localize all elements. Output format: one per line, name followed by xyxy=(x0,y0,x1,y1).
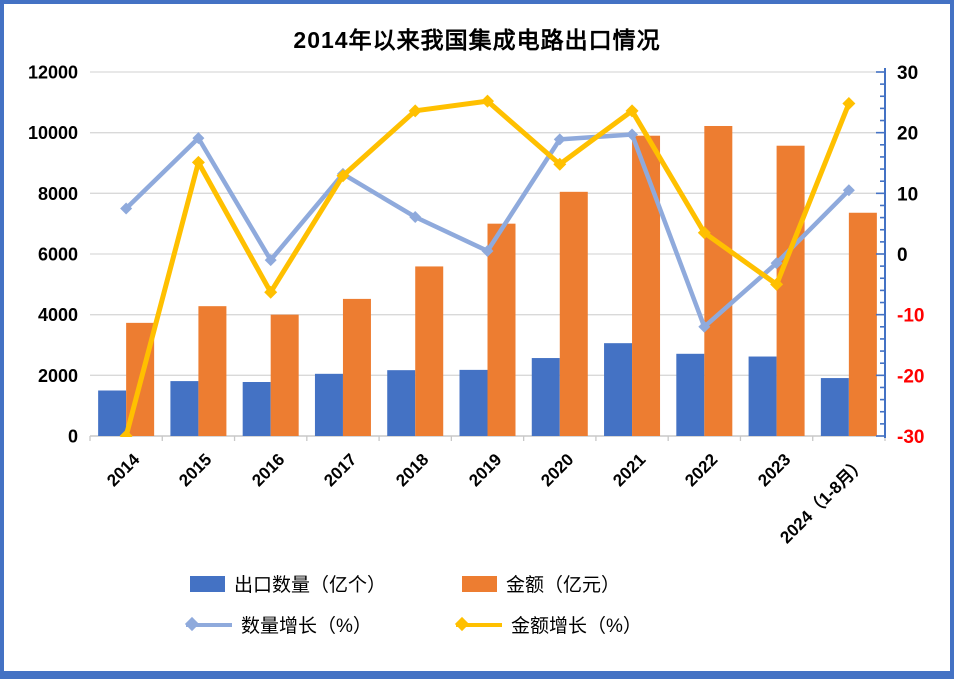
diamond-marker-icon xyxy=(698,320,711,333)
legend-item-amount-growth: 金额增长（%） xyxy=(454,611,642,638)
right-axis-label: 0 xyxy=(897,245,908,266)
diamond-marker-icon xyxy=(697,226,711,240)
bar-swatch-icon xyxy=(462,575,497,592)
bar-export-qty xyxy=(531,358,560,436)
bar-export-qty xyxy=(170,381,199,436)
bar-amount xyxy=(559,191,588,436)
bar-export-qty xyxy=(676,353,705,436)
bar-export-qty xyxy=(242,382,271,436)
diamond-marker-icon xyxy=(481,244,494,257)
diamond-marker-icon xyxy=(336,169,350,183)
left-axis-label: 2000 xyxy=(38,366,78,386)
bar-amount xyxy=(632,135,661,436)
bar-amount xyxy=(776,145,805,436)
right-axis-label: -20 xyxy=(897,366,924,387)
bar-amount xyxy=(270,314,299,436)
bar-export-qty xyxy=(748,356,777,436)
diamond-marker-icon xyxy=(264,254,277,267)
right-axis-label: 30 xyxy=(897,63,918,84)
legend-label-amount-growth: 金额增长（%） xyxy=(511,616,642,637)
legend-item-export-qty: 出口数量（亿个） xyxy=(190,570,386,597)
left-axis-label: 0 xyxy=(68,427,78,447)
bar-swatch-icon xyxy=(190,575,225,592)
bar-amount xyxy=(342,298,371,436)
right-axis-label: 10 xyxy=(897,184,918,205)
legend-item-qty-growth: 数量增长（%） xyxy=(184,611,372,638)
diamond-marker-icon xyxy=(842,184,855,197)
bar-amount xyxy=(198,306,227,436)
bar-export-qty xyxy=(387,370,416,436)
diamond-marker-icon xyxy=(192,132,205,145)
line-marker-swatch-icon xyxy=(184,616,232,632)
diamond-marker-icon xyxy=(553,133,566,146)
right-axis-label: -30 xyxy=(897,427,924,448)
diamond-marker-icon xyxy=(120,202,133,215)
bar-amount xyxy=(704,125,733,436)
legend-label-amount: 金额（亿元） xyxy=(506,575,621,596)
diamond-marker-icon xyxy=(553,157,567,171)
legend-label-export-qty: 出口数量（亿个） xyxy=(234,575,387,596)
bar-amount xyxy=(487,223,516,436)
bar-export-qty xyxy=(314,373,343,436)
chart-plot: 12000 10000 8000 6000 4000 2000 0 30 20 10 0 -10 -20… xyxy=(28,63,925,449)
chart-title: 2014年以来我国集成电路出口情况 xyxy=(293,27,661,53)
left-axis-label: 12000 xyxy=(28,63,78,83)
diamond-marker-icon xyxy=(409,210,422,223)
diamond-marker-icon xyxy=(770,257,783,270)
bar-export-qty xyxy=(604,343,633,436)
left-axis-label: 6000 xyxy=(38,245,78,265)
diamond-marker-icon xyxy=(626,128,639,141)
left-axis-label: 4000 xyxy=(38,305,78,325)
diamond-marker-icon xyxy=(191,155,205,169)
diamond-marker-icon xyxy=(770,277,784,291)
left-axis-label: 8000 xyxy=(38,184,78,204)
left-axis-label: 10000 xyxy=(28,123,78,143)
bar-export-qty xyxy=(820,378,849,436)
line-marker-swatch-icon xyxy=(454,616,502,632)
bar-amount xyxy=(415,266,444,436)
diamond-marker-icon xyxy=(408,104,422,118)
bar-export-qty xyxy=(98,390,127,436)
right-axis-label: -10 xyxy=(897,306,924,327)
diamond-marker-icon xyxy=(842,97,856,111)
bar-amount xyxy=(848,212,877,436)
bar-export-qty xyxy=(459,369,488,436)
diamond-marker-icon xyxy=(625,104,639,118)
diamond-marker-icon xyxy=(119,429,133,437)
right-axis-label: 20 xyxy=(897,124,918,145)
diamond-marker-icon xyxy=(481,94,494,108)
diamond-marker-icon xyxy=(264,285,278,299)
legend-label-qty-growth: 数量增长（%） xyxy=(241,616,372,637)
legend-item-amount: 金额（亿元） xyxy=(462,570,620,597)
